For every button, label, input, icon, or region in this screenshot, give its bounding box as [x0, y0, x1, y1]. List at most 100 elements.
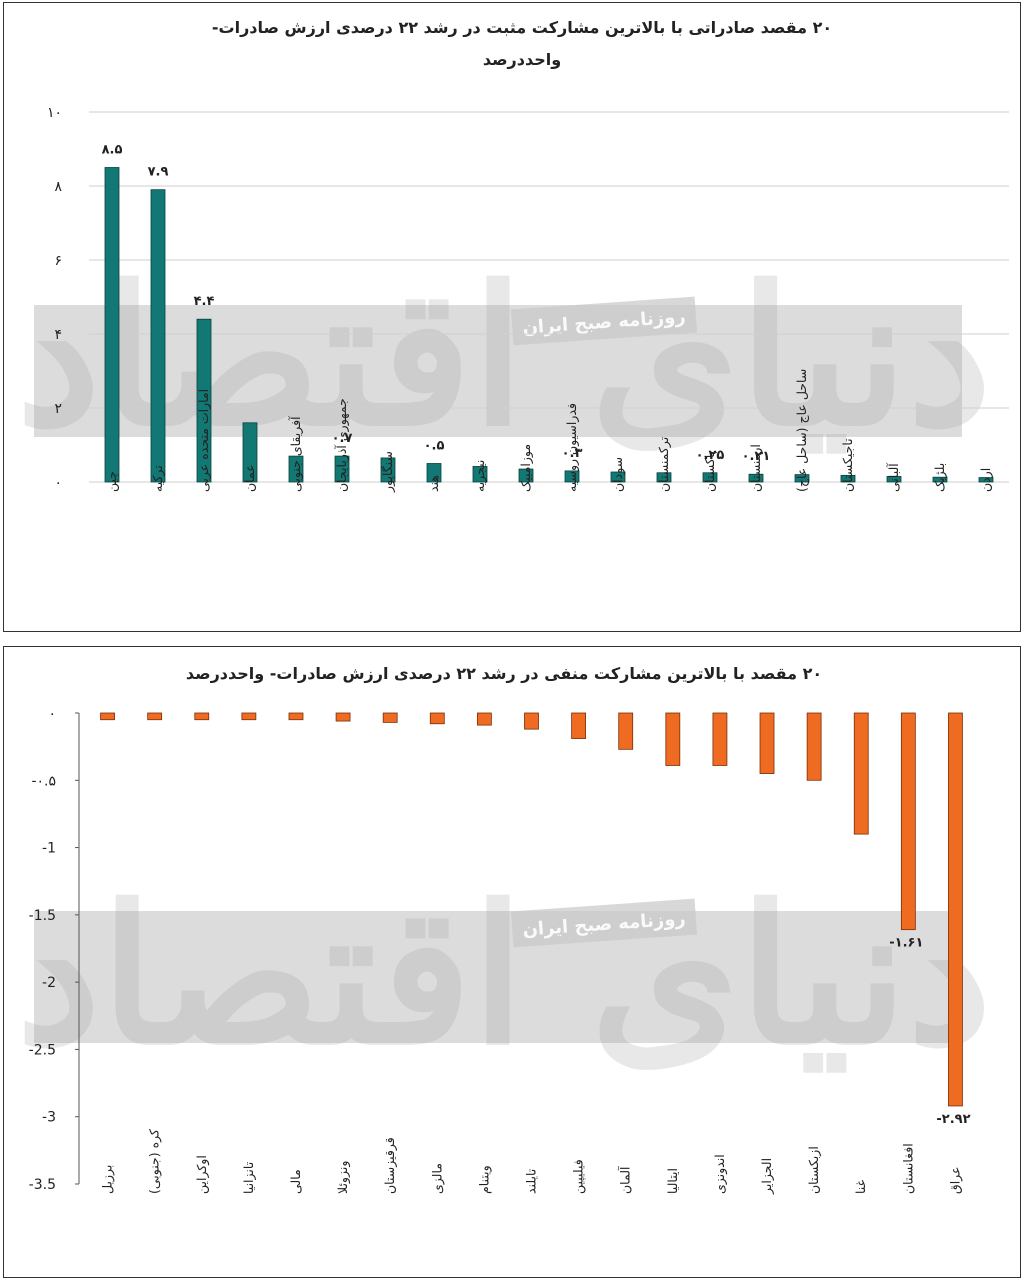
bar [476, 712, 492, 726]
bar [241, 712, 257, 721]
category-label: چین [104, 471, 120, 492]
y-tick-label: -3.5 [29, 1177, 56, 1193]
y-tick-label: -1 [42, 841, 56, 857]
category-label: فدراسیون روسیه [564, 403, 580, 492]
bar [518, 468, 534, 483]
y-tick-label: -3 [42, 1110, 56, 1126]
bar [334, 455, 350, 483]
y-tick-label: ۱۰ [47, 105, 62, 121]
chart-title: ۲۰ مقصد با بالاترین مشارکت منفی در رشد ۲… [186, 664, 822, 683]
bar [948, 712, 963, 1107]
category-label: ارمنستان [748, 444, 764, 492]
y-tick-label: -۰.۵ [31, 773, 56, 789]
chart-title-line2: واحددرصد [483, 50, 561, 69]
category-label: سنگاپور [380, 451, 396, 493]
data-label: ۰.۲۱ [742, 449, 771, 464]
chart-title-line1: ۲۰ مقصد صادراتی با بالاترین مشارکت مثبت … [212, 18, 832, 37]
data-label: ۰.۷ [332, 431, 353, 446]
bar [748, 473, 764, 483]
bar [656, 472, 672, 483]
category-label: غنا [853, 1179, 868, 1194]
category-label: تایلند [524, 1168, 539, 1194]
category-label: هند [426, 475, 441, 492]
category-label: فیلیپین [571, 1159, 587, 1194]
category-label: تاجیکستان [840, 438, 855, 492]
category-label: نیجریه [472, 460, 488, 492]
bar [104, 167, 120, 483]
category-label: سودان [610, 457, 626, 492]
category-label: اندونزی [712, 1154, 728, 1194]
category-label: پاکستان [702, 450, 717, 492]
bar [382, 712, 398, 723]
y-tick-label: ۰ [48, 706, 56, 722]
category-label: عراق [947, 1166, 963, 1194]
bar [472, 466, 488, 483]
y-tick-label: ۶ [54, 253, 62, 269]
data-label: -۲.۹۲ [936, 1112, 970, 1127]
category-label: موزامبیک [518, 444, 534, 492]
bar [335, 712, 351, 722]
y-tick-label: ۲ [54, 401, 62, 417]
bar [288, 712, 304, 721]
data-label: ۸.۵ [102, 143, 123, 158]
bar [380, 457, 396, 483]
category-label: افغانستان [900, 1143, 915, 1194]
bar [665, 712, 681, 766]
bar [150, 189, 166, 483]
category-label: آلمان [618, 1166, 633, 1194]
category-label: جمهوری آذربایجان [334, 398, 350, 492]
watermark-brand: دنیای اقتصاد [16, 864, 992, 1087]
bar [932, 476, 948, 483]
y-tick-label: -1.5 [29, 908, 56, 924]
bar [571, 712, 587, 739]
bar [853, 712, 869, 835]
bar [900, 712, 916, 931]
bar [564, 470, 580, 483]
data-label: ۰.۳ [562, 446, 583, 461]
category-label: الجزایر [759, 1158, 775, 1195]
bar [759, 712, 775, 774]
category-label: تانزانیا [241, 1161, 257, 1194]
positive-chart-panel: دنیای اقتصاد روزنامه صبح ایران ۲۰ مقصد ص… [3, 2, 1021, 632]
category-label: اردن [978, 468, 994, 492]
negative-contribution-chart: دنیای اقتصاد روزنامه صبح ایران ۲۰ مقصد ب… [16, 664, 992, 1195]
data-label: ۰.۵ [424, 439, 445, 454]
positive-contribution-chart: دنیای اقتصاد روزنامه صبح ایران ۲۰ مقصد ص… [16, 18, 1009, 493]
data-label: ۰.۲۵ [696, 448, 725, 463]
category-label: ترکمنستان [656, 436, 672, 492]
bar [524, 712, 539, 730]
bar [794, 474, 810, 483]
category-label: قرقیزستان [382, 1137, 398, 1194]
y-tick-label: ۴ [54, 327, 62, 343]
bar [978, 477, 994, 483]
watermark-band [34, 305, 962, 437]
data-label: -۱.۶۱ [889, 936, 923, 951]
bar [702, 472, 718, 483]
bar [426, 463, 442, 483]
negative-chart-panel: دنیای اقتصاد روزنامه صبح ایران ۲۰ مقصد ب… [3, 646, 1021, 1278]
category-label: عمان [242, 464, 257, 492]
category-label: مالزی [429, 1163, 445, 1194]
bar [429, 712, 445, 725]
category-label: ایتالیا [665, 1168, 680, 1194]
bar [840, 474, 856, 483]
category-label: ازبکستان [806, 1146, 822, 1194]
y-tick-label: -2.5 [29, 1042, 56, 1058]
bar [712, 712, 728, 766]
category-label: آفریقای جنوبی [288, 416, 304, 492]
category-label: ویتنام [476, 1165, 492, 1194]
category-label: مالی [288, 1169, 303, 1194]
bar [194, 712, 210, 721]
y-tick-label: -2 [42, 975, 56, 991]
bar [100, 712, 115, 721]
category-label: بلژیک [932, 463, 948, 492]
y-tick-label: ۸ [54, 179, 62, 195]
data-label: ۴.۴ [194, 294, 215, 309]
y-tick-label: ۰ [54, 475, 62, 491]
bar [886, 476, 902, 483]
category-label: برزیل [100, 1165, 116, 1194]
watermark-brand: دنیای اقتصاد [16, 245, 992, 468]
bar [618, 712, 634, 750]
category-label: ونزوئلا [335, 1161, 351, 1194]
category-label: کره (جنوبی) [147, 1129, 163, 1194]
